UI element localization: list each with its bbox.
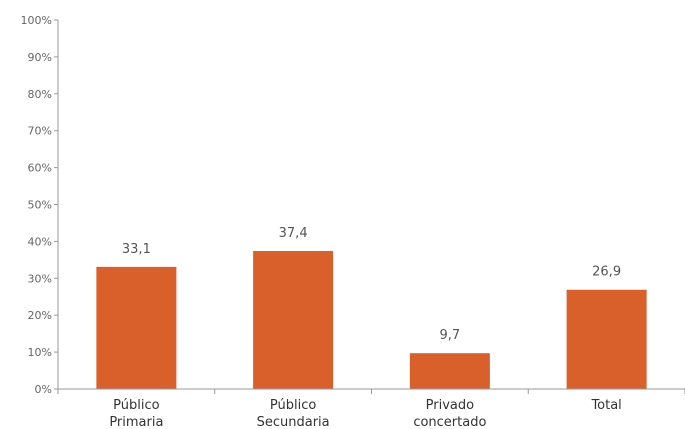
bar bbox=[409, 353, 490, 389]
bars: 33,1 37,4 9,7 26,9 bbox=[96, 226, 647, 389]
x-category-label: Privado bbox=[426, 398, 474, 413]
y-tick-label: 90% bbox=[28, 51, 52, 64]
y-tick-label: 20% bbox=[28, 309, 52, 322]
bar bbox=[253, 250, 334, 389]
y-tick-label: 10% bbox=[28, 346, 52, 359]
y-tick-label: 40% bbox=[28, 235, 52, 248]
x-category-label: concertado bbox=[413, 415, 486, 429]
y-tick-label: 100% bbox=[21, 14, 52, 27]
bar bbox=[96, 266, 177, 389]
data-label: 26,9 bbox=[592, 265, 621, 280]
x-category-label: Secundaria bbox=[257, 415, 330, 429]
y-axis: 0% 10% 20% 30% 40% 50% 60% 70% 80% 90% 100% bbox=[21, 14, 59, 396]
data-label: 33,1 bbox=[122, 242, 151, 257]
y-tick-label: 50% bbox=[28, 199, 52, 212]
data-label: 37,4 bbox=[279, 226, 308, 241]
y-tick-label: 70% bbox=[28, 125, 52, 138]
bar bbox=[566, 289, 647, 389]
x-category-label: Total bbox=[590, 398, 621, 413]
data-label: 9,7 bbox=[440, 328, 461, 343]
y-tick-label: 80% bbox=[28, 88, 52, 101]
x-category-label: Público bbox=[113, 398, 159, 413]
y-tick-label: 30% bbox=[28, 272, 52, 285]
y-tick-label: 60% bbox=[28, 162, 52, 175]
x-category-label: Primaria bbox=[109, 415, 163, 429]
x-category-label: Público bbox=[270, 398, 316, 413]
x-axis: Público Primaria Público Secundaria Privado c… bbox=[57, 388, 685, 429]
y-tick-label: 0% bbox=[35, 383, 52, 396]
